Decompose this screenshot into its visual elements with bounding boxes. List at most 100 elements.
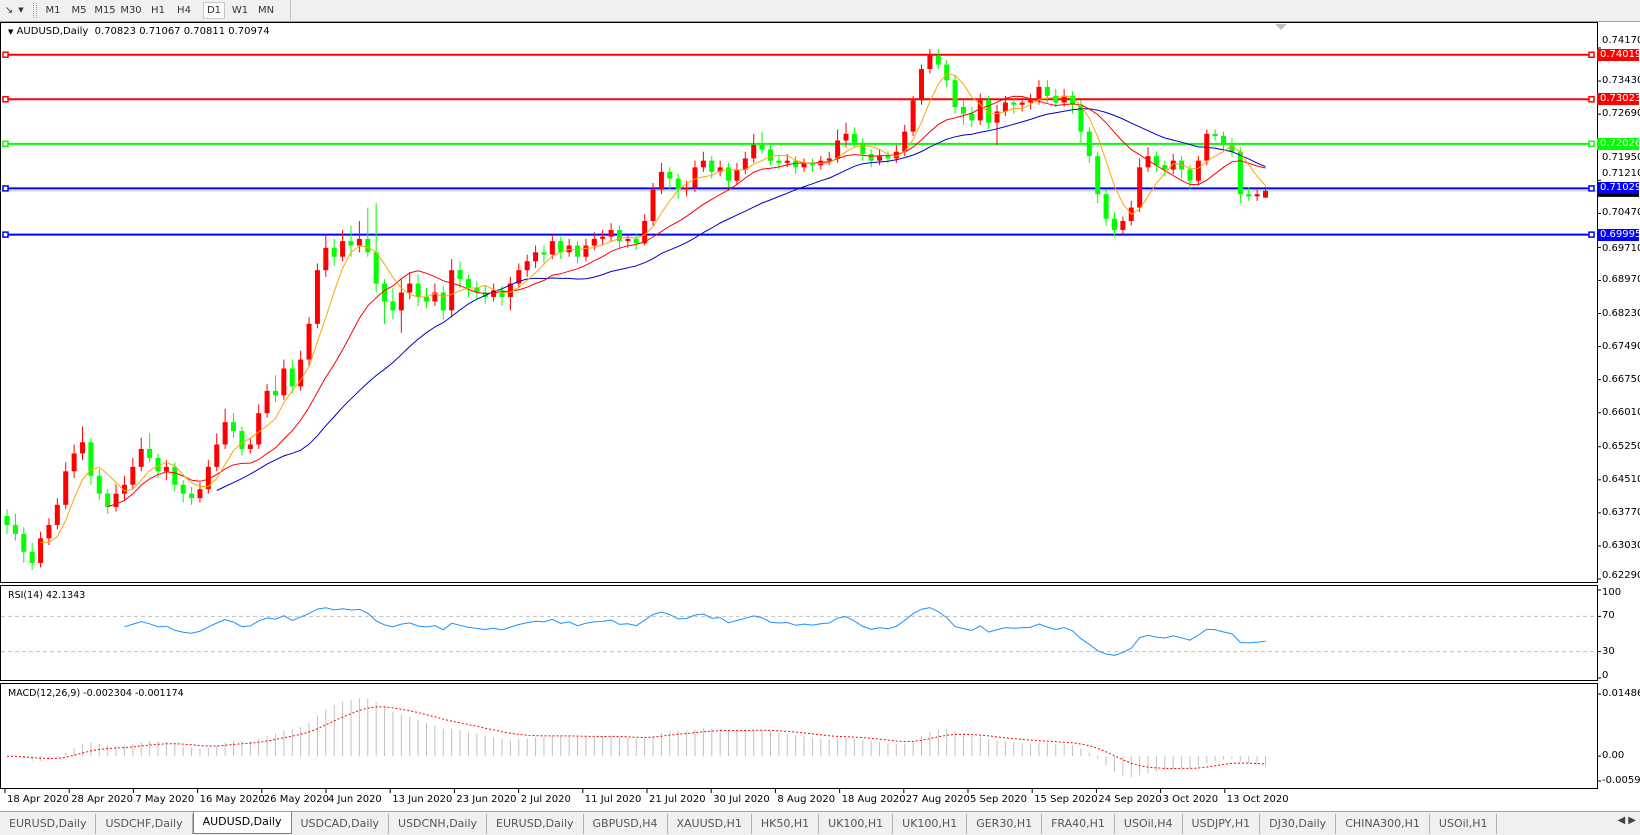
candle-body bbox=[1179, 160, 1185, 170]
candle-body bbox=[558, 241, 564, 253]
candle bbox=[205, 460, 211, 494]
chart-tab[interactable]: USOil,H1 bbox=[1430, 814, 1498, 834]
timeframe-m1-button[interactable]: M1 bbox=[45, 5, 61, 16]
date-axis-label: 26 May 2020 bbox=[263, 794, 330, 805]
chart-tab[interactable]: USDCHF,Daily bbox=[96, 814, 193, 834]
candle-body bbox=[482, 292, 488, 297]
candle bbox=[1103, 189, 1109, 226]
candle-body bbox=[1036, 86, 1042, 101]
candle bbox=[616, 225, 622, 248]
candle bbox=[1137, 158, 1143, 213]
candle-body bbox=[1153, 156, 1159, 166]
candle-body bbox=[1011, 102, 1017, 105]
line-handle-left bbox=[2, 231, 9, 238]
candle-body bbox=[667, 171, 673, 179]
candle bbox=[658, 162, 664, 195]
timeframe-h4-button[interactable]: H4 bbox=[177, 5, 191, 16]
collapse-triangle-icon[interactable]: ▼ bbox=[8, 28, 14, 36]
candle-body bbox=[96, 475, 102, 494]
candle-body bbox=[1111, 218, 1117, 230]
candle-body bbox=[776, 160, 782, 163]
candle-body bbox=[121, 484, 127, 494]
chart-tab[interactable]: HK50,H1 bbox=[752, 814, 820, 834]
chart-tab[interactable]: GBPUSD,H4 bbox=[584, 814, 668, 834]
dropdown-arrow-icon[interactable]: ▼ bbox=[18, 6, 24, 14]
candle-body bbox=[21, 533, 27, 552]
candle-body bbox=[994, 111, 1000, 123]
chart-tab[interactable]: USDCNH,Daily bbox=[389, 814, 488, 834]
timeframe-m30-button[interactable]: M30 bbox=[120, 5, 142, 16]
candle-body bbox=[331, 247, 337, 257]
rsi-label: RSI(14) 42.1343 bbox=[8, 590, 86, 601]
candle bbox=[1028, 93, 1034, 110]
chart-tab[interactable]: UK100,H1 bbox=[819, 814, 894, 834]
candle bbox=[373, 203, 379, 293]
price-axis-label: 0.71210 bbox=[1602, 168, 1640, 180]
tab-scroll-arrows-icon[interactable]: ◀ ▶ bbox=[1617, 815, 1636, 826]
timeframe-m15-button[interactable]: M15 bbox=[94, 5, 116, 16]
price-axis-label: 0.63030 bbox=[1602, 539, 1640, 551]
candle bbox=[667, 167, 673, 190]
price-axis-label: 0.68970 bbox=[1602, 274, 1640, 286]
chart-tab[interactable]: GER30,H1 bbox=[967, 814, 1043, 834]
draw-tools-icon[interactable]: ↘ bbox=[4, 5, 14, 16]
candle bbox=[38, 531, 44, 568]
candle-body bbox=[902, 131, 908, 152]
candle bbox=[793, 156, 799, 175]
ma-slow-line bbox=[216, 108, 1266, 491]
candle bbox=[29, 542, 35, 570]
candle bbox=[1095, 151, 1101, 204]
candle-body bbox=[80, 442, 86, 454]
timeframe-m5-button[interactable]: M5 bbox=[71, 5, 87, 16]
chart-tab[interactable]: CHINA300,H1 bbox=[1336, 814, 1430, 834]
chart-canvas[interactable] bbox=[0, 0, 1640, 811]
timeframe-h1-button[interactable]: H1 bbox=[151, 5, 165, 16]
chart-tab[interactable]: AUDUSD,Daily bbox=[192, 812, 292, 834]
rsi-axis-label: 100 bbox=[1602, 587, 1622, 598]
timeframe-w1-button[interactable]: W1 bbox=[231, 5, 249, 16]
candle-body bbox=[1002, 102, 1008, 112]
candle bbox=[994, 104, 1000, 145]
candle-body bbox=[977, 100, 983, 121]
chart-tab[interactable]: DJ30,Daily bbox=[1260, 814, 1337, 834]
rsi-axis-label: 70 bbox=[1602, 610, 1615, 622]
date-axis-label: 4 Jun 2020 bbox=[328, 794, 382, 805]
candle bbox=[424, 288, 429, 309]
date-axis-label: 2 Jul 2020 bbox=[520, 794, 571, 805]
timeframe-d1-button[interactable]: D1 bbox=[203, 2, 225, 19]
macd-axis-label: -0.005938 bbox=[1602, 775, 1640, 786]
date-axis-label: 15 Sep 2020 bbox=[1034, 794, 1098, 805]
chart-tab[interactable]: FRA40,H1 bbox=[1042, 814, 1115, 834]
toolbar-grip[interactable] bbox=[33, 3, 37, 18]
candle bbox=[952, 75, 958, 114]
candle bbox=[449, 258, 455, 318]
timeframe-mn-button[interactable]: MN bbox=[257, 5, 275, 16]
chart-tab[interactable]: UK100,H1 bbox=[893, 814, 968, 834]
line-handle-left bbox=[2, 96, 9, 103]
candle-body bbox=[801, 162, 807, 168]
candle-body bbox=[272, 390, 278, 396]
chart-tab[interactable]: EURUSD,Daily bbox=[0, 814, 97, 834]
candle-body bbox=[172, 466, 178, 485]
candle-body bbox=[340, 241, 346, 257]
candle bbox=[382, 279, 388, 324]
hline-price-label: 0.71029 bbox=[1597, 182, 1640, 195]
candle-body bbox=[189, 493, 195, 499]
chart-tab[interactable]: USOil,H4 bbox=[1115, 814, 1183, 834]
candle-body bbox=[197, 489, 203, 499]
chart-tab[interactable]: EURUSD,Daily bbox=[487, 814, 584, 834]
candle bbox=[734, 162, 740, 186]
candle-body bbox=[944, 64, 950, 81]
price-axis-label: 0.70470 bbox=[1602, 207, 1640, 219]
candle-body bbox=[239, 431, 245, 449]
date-axis-label: 27 Aug 2020 bbox=[905, 794, 970, 805]
candle-body bbox=[591, 238, 597, 246]
candle-body bbox=[700, 160, 706, 168]
candles-layer bbox=[4, 48, 1268, 570]
candle-body bbox=[600, 236, 606, 239]
chart-tab[interactable]: USDJPY,H1 bbox=[1183, 814, 1261, 834]
candle bbox=[600, 229, 606, 246]
chart-tab[interactable]: USDCAD,Daily bbox=[292, 814, 390, 834]
ma-fast-line bbox=[40, 73, 1266, 543]
chart-tab[interactable]: XAUUSD,H1 bbox=[668, 814, 752, 834]
